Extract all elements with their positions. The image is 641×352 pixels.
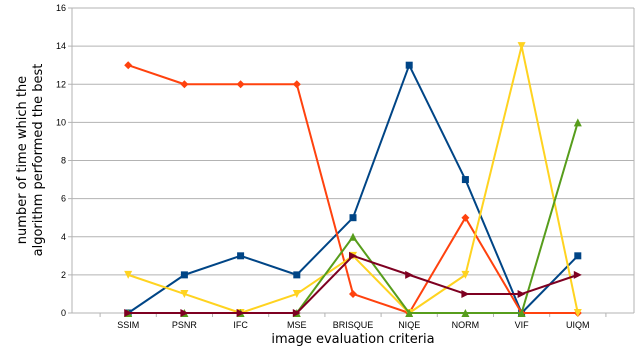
y-axis-ticks: 0 2 4 6 8 10 12 14 16 bbox=[56, 3, 66, 318]
data-point bbox=[292, 289, 301, 298]
data-point bbox=[461, 213, 470, 222]
y-axis-title-line-1: number of time which the bbox=[15, 76, 30, 244]
data-point bbox=[517, 42, 526, 51]
y-axis-title-line-2: algorithm performed the best bbox=[31, 64, 46, 257]
y-tick-label: 10 bbox=[56, 117, 66, 127]
x-tick-label: PSNR bbox=[172, 320, 198, 330]
x-tick-label: NIQE bbox=[398, 320, 420, 330]
data-point bbox=[517, 309, 526, 317]
data-point bbox=[180, 80, 189, 89]
data-point bbox=[349, 289, 357, 298]
data-point bbox=[405, 61, 413, 69]
data-point bbox=[517, 289, 526, 298]
data-point bbox=[124, 270, 133, 279]
data-point bbox=[461, 309, 470, 317]
series-1 bbox=[124, 61, 582, 317]
data-point bbox=[292, 309, 301, 317]
gridlines bbox=[68, 7, 635, 314]
series-5 bbox=[124, 251, 582, 317]
data-point bbox=[180, 271, 188, 279]
data-point bbox=[461, 176, 469, 184]
y-tick-label: 16 bbox=[56, 3, 66, 13]
data-point bbox=[236, 309, 245, 317]
data-point bbox=[236, 80, 245, 89]
y-tick-label: 0 bbox=[61, 308, 66, 318]
data-point bbox=[293, 271, 301, 279]
data-point bbox=[461, 270, 470, 279]
y-tick-label: 6 bbox=[61, 194, 66, 204]
x-tick-label: VIF bbox=[515, 320, 530, 330]
series-line bbox=[127, 64, 579, 314]
data-point bbox=[349, 251, 357, 260]
x-tick-label: UIQM bbox=[566, 320, 590, 330]
y-tick-label: 2 bbox=[61, 270, 66, 280]
x-tick-label: SSIM bbox=[117, 320, 139, 330]
data-point bbox=[461, 289, 470, 298]
y-tick-label: 14 bbox=[56, 41, 66, 51]
data-point bbox=[573, 309, 582, 317]
data-point bbox=[349, 232, 357, 241]
data-point bbox=[405, 309, 414, 317]
series-layer bbox=[124, 42, 582, 317]
data-point bbox=[180, 289, 189, 298]
data-point bbox=[124, 61, 133, 70]
x-tick-label: NORM bbox=[452, 320, 480, 330]
series-line bbox=[127, 64, 578, 314]
data-point bbox=[237, 252, 245, 260]
y-tick-label: 4 bbox=[61, 232, 66, 242]
data-point bbox=[292, 80, 301, 89]
y-tick-label: 12 bbox=[56, 79, 66, 89]
data-point bbox=[574, 252, 582, 260]
y-tick-label: 8 bbox=[61, 156, 66, 166]
x-tick-label: MSE bbox=[287, 320, 307, 330]
data-point bbox=[573, 270, 582, 279]
x-tick-label: BRISQUE bbox=[333, 320, 374, 330]
data-point bbox=[124, 309, 133, 317]
data-point bbox=[349, 214, 357, 222]
x-tick-label: IFC bbox=[233, 320, 248, 330]
data-point bbox=[405, 270, 414, 279]
series-2 bbox=[124, 61, 582, 317]
data-point bbox=[180, 309, 189, 317]
x-axis-title: image evaluation criteria bbox=[271, 332, 434, 347]
data-point bbox=[573, 118, 582, 127]
x-axis-ticks: SSIM PSNR IFC MSE BRISQUE NIQE NORM VIF UIQM bbox=[99, 313, 607, 330]
series-line bbox=[127, 45, 579, 314]
